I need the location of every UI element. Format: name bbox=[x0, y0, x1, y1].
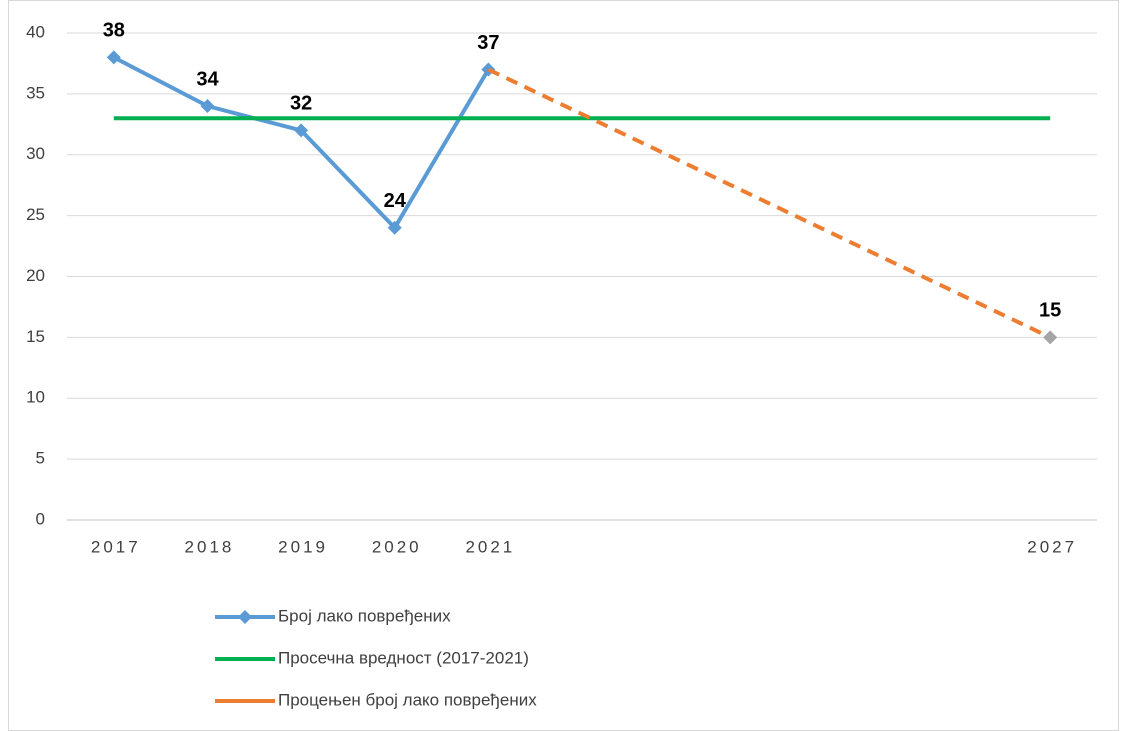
y-tick-label: 10 bbox=[26, 388, 45, 407]
legend-label: Процењен број лако повређених bbox=[278, 690, 537, 709]
x-tick-label: 2017 bbox=[91, 537, 141, 556]
legend-label: Просечна вредност (2017-2021) bbox=[278, 648, 529, 667]
chart-frame bbox=[8, 0, 1119, 731]
data-label: 24 bbox=[384, 190, 407, 212]
y-tick-label: 0 bbox=[36, 509, 45, 528]
y-tick-label: 40 bbox=[26, 22, 45, 41]
data-label: 15 bbox=[1039, 300, 1061, 322]
marker bbox=[387, 220, 402, 235]
y-tick-label: 25 bbox=[26, 205, 45, 224]
x-tick-label: 2021 bbox=[465, 537, 515, 556]
legend-label: Број лако повређених bbox=[278, 606, 451, 625]
y-tick-label: 30 bbox=[26, 144, 45, 163]
data-label: 37 bbox=[477, 32, 499, 54]
marker bbox=[294, 123, 309, 138]
legend-marker bbox=[238, 610, 252, 624]
data-label: 32 bbox=[290, 93, 312, 115]
series-line bbox=[487, 67, 1052, 340]
x-tick-label: 2020 bbox=[372, 537, 422, 556]
x-tick-label: 2019 bbox=[278, 537, 328, 556]
y-tick-label: 35 bbox=[26, 83, 45, 102]
marker bbox=[106, 50, 121, 65]
data-label: 34 bbox=[196, 68, 219, 90]
x-tick-label: 2018 bbox=[185, 537, 235, 556]
data-label: 38 bbox=[103, 20, 125, 42]
y-tick-label: 5 bbox=[36, 449, 45, 468]
x-tick-label: 2027 bbox=[1027, 537, 1077, 556]
y-tick-label: 20 bbox=[26, 266, 45, 285]
marker bbox=[1043, 330, 1058, 345]
y-tick-label: 15 bbox=[26, 327, 45, 346]
marker bbox=[200, 99, 215, 114]
